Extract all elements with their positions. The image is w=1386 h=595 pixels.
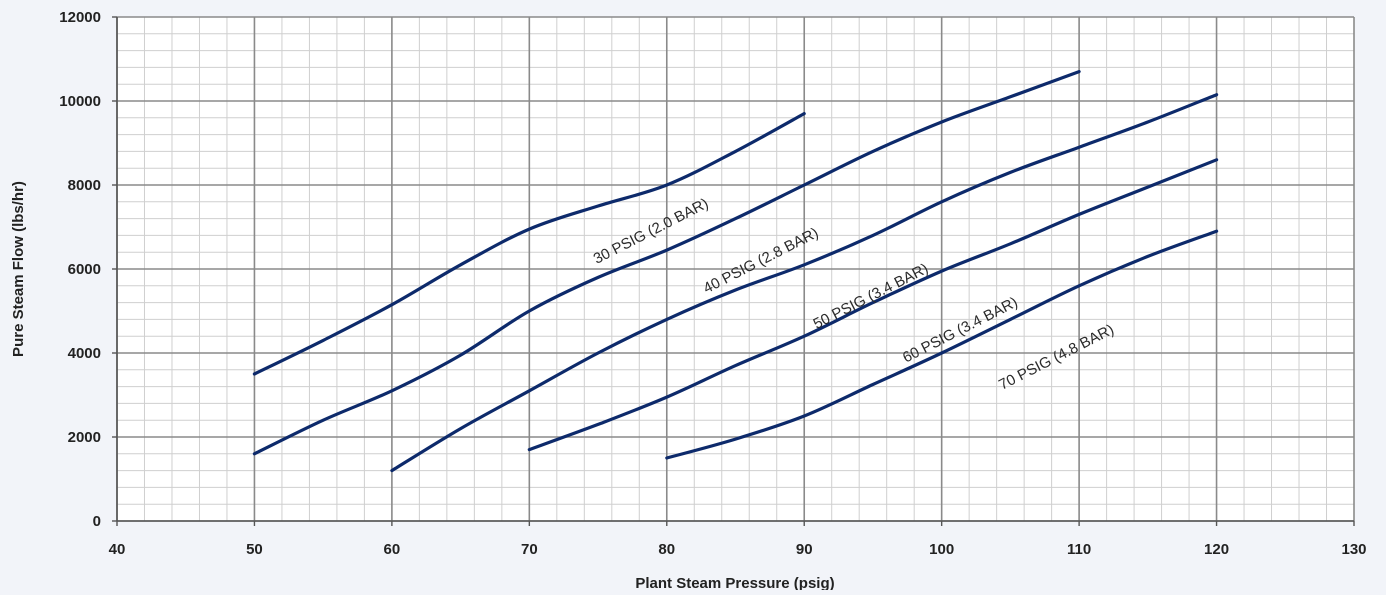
series-line-3 (390, 93, 1219, 473)
x-tick-label: 70 (521, 541, 538, 558)
x-tick-label: 50 (246, 541, 263, 558)
x-tick-label: 130 (1341, 541, 1366, 558)
series-lines (252, 70, 1219, 473)
series-line-2 (252, 70, 1081, 456)
y-tick-label: 2000 (68, 429, 101, 446)
x-tick-label: 90 (796, 541, 813, 558)
x-tick-label: 60 (384, 541, 401, 558)
y-tick-label: 10000 (59, 93, 101, 110)
y-tick-label: 8000 (68, 177, 101, 194)
y-axis-title: Pure Steam Flow (lbs/hr) (10, 181, 27, 357)
x-tick-label: 120 (1204, 541, 1229, 558)
x-tick-label: 40 (109, 541, 126, 558)
series-line-4 (527, 158, 1219, 452)
series-line-1 (252, 112, 806, 376)
y-tick-label: 6000 (68, 261, 101, 278)
y-tick-labels: 0 2000 4000 6000 8000 10000 12000 (59, 9, 117, 530)
x-tick-label: 80 (658, 541, 675, 558)
y-tick-label: 12000 (59, 9, 101, 26)
x-axis-title: Plant Steam Pressure (psig) (635, 575, 834, 590)
x-tick-labels: 40 50 60 70 80 90 100 110 120 130 (109, 521, 1367, 558)
y-tick-label: 0 (93, 513, 101, 530)
y-tick-label: 4000 (68, 345, 101, 362)
x-tick-label: 100 (929, 541, 954, 558)
x-tick-label: 110 (1067, 541, 1091, 558)
series-line-5 (665, 229, 1219, 460)
